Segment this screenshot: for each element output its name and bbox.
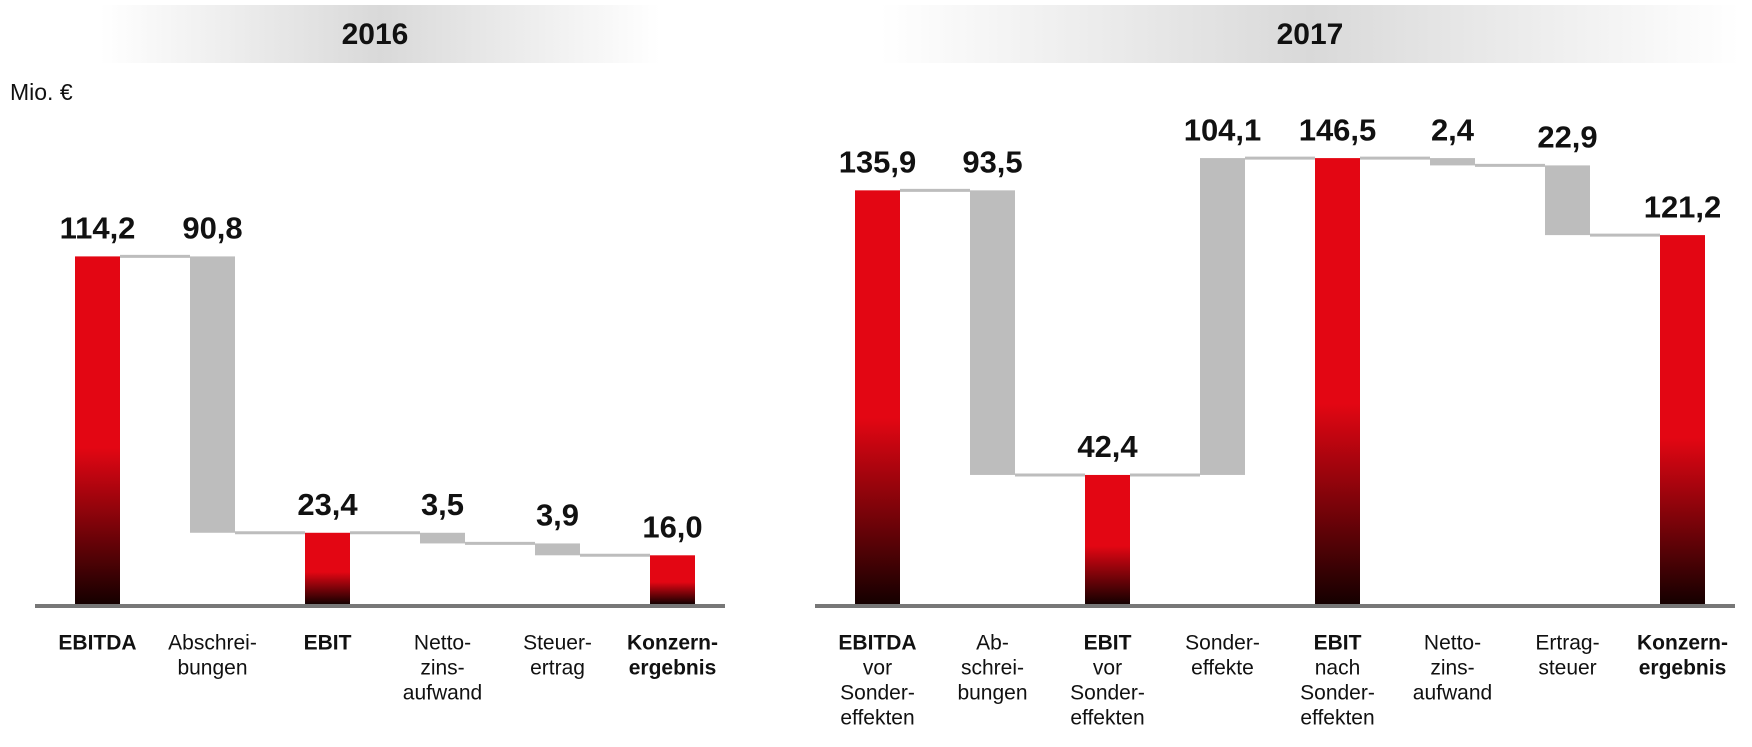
bar	[1315, 158, 1360, 604]
bar	[420, 532, 465, 544]
x-tick-label: ergebnis	[629, 657, 717, 680]
value-label: 104,1	[1184, 112, 1262, 147]
x-tick-label: ertrag	[530, 657, 585, 680]
bar	[1660, 235, 1705, 604]
x-tick-label: EBIT	[1314, 632, 1362, 655]
x-tick-label: ergebnis	[1639, 657, 1727, 680]
value-label: 146,5	[1299, 112, 1377, 147]
x-tick-label: Konzern-	[1637, 632, 1728, 655]
header-band	[880, 5, 1740, 63]
x-tick-label: Sonder-	[1070, 682, 1145, 705]
x-tick-label: effekte	[1191, 657, 1254, 680]
bar	[650, 555, 695, 604]
value-label: 114,2	[60, 211, 136, 246]
value-label: 23,4	[297, 487, 358, 522]
value-label: 121,2	[1644, 189, 1722, 224]
x-tick-label: steuer	[1538, 657, 1596, 680]
x-tick-label: aufwand	[1413, 682, 1492, 705]
x-tick-label: effekten	[1300, 707, 1374, 730]
bar	[535, 543, 580, 556]
bar	[1430, 158, 1475, 166]
value-label: 3,9	[536, 498, 579, 533]
x-tick-label: vor	[1093, 657, 1122, 680]
bar	[305, 532, 350, 604]
x-tick-label: Abschrei-	[168, 632, 257, 655]
value-label: 90,8	[182, 211, 242, 246]
chart-title: 2017	[1277, 18, 1344, 51]
x-tick-label: Sonder-	[840, 682, 915, 705]
x-tick-label: schrei-	[961, 657, 1024, 680]
x-tick-label: Netto-	[1424, 632, 1481, 655]
value-label: 42,4	[1077, 429, 1138, 464]
value-label: 16,0	[642, 509, 702, 544]
x-tick-label: bungen	[957, 682, 1027, 705]
x-tick-label: Sonder-	[1185, 632, 1260, 655]
value-label: 135,9	[839, 145, 917, 180]
x-tick-label: EBIT	[1084, 632, 1132, 655]
x-tick-label: effekten	[1070, 707, 1144, 730]
value-label: 22,9	[1537, 120, 1597, 155]
x-tick-label: nach	[1315, 657, 1361, 680]
x-tick-label: Steuer-	[523, 632, 592, 655]
x-tick-label: Sonder-	[1300, 682, 1375, 705]
bar	[1545, 165, 1590, 236]
x-tick-label: EBIT	[304, 632, 352, 655]
x-tick-label: Netto-	[414, 632, 471, 655]
x-tick-label: EBITDA	[58, 632, 136, 655]
value-label: 2,4	[1431, 112, 1475, 147]
x-tick-label: aufwand	[403, 682, 482, 705]
x-tick-label: zins-	[1430, 657, 1474, 680]
value-label: 3,5	[421, 487, 464, 522]
x-tick-label: zins-	[420, 657, 464, 680]
bar	[970, 190, 1015, 475]
x-tick-label: effekten	[840, 707, 914, 730]
header-band	[100, 5, 660, 63]
x-tick-label: EBITDA	[838, 632, 916, 655]
x-tick-label: bungen	[177, 657, 247, 680]
bar	[1200, 158, 1245, 475]
bar	[190, 256, 235, 533]
unit-label: Mio. €	[10, 79, 73, 105]
bar	[1085, 474, 1130, 604]
x-tick-label: vor	[863, 657, 892, 680]
bar	[75, 256, 120, 604]
x-tick-label: Ab-	[976, 632, 1009, 655]
x-tick-label: Ertrag-	[1535, 632, 1599, 655]
x-tick-label: Konzern-	[627, 632, 718, 655]
bar	[855, 190, 900, 604]
chart-title: 2016	[342, 18, 409, 51]
value-label: 93,5	[962, 145, 1022, 180]
